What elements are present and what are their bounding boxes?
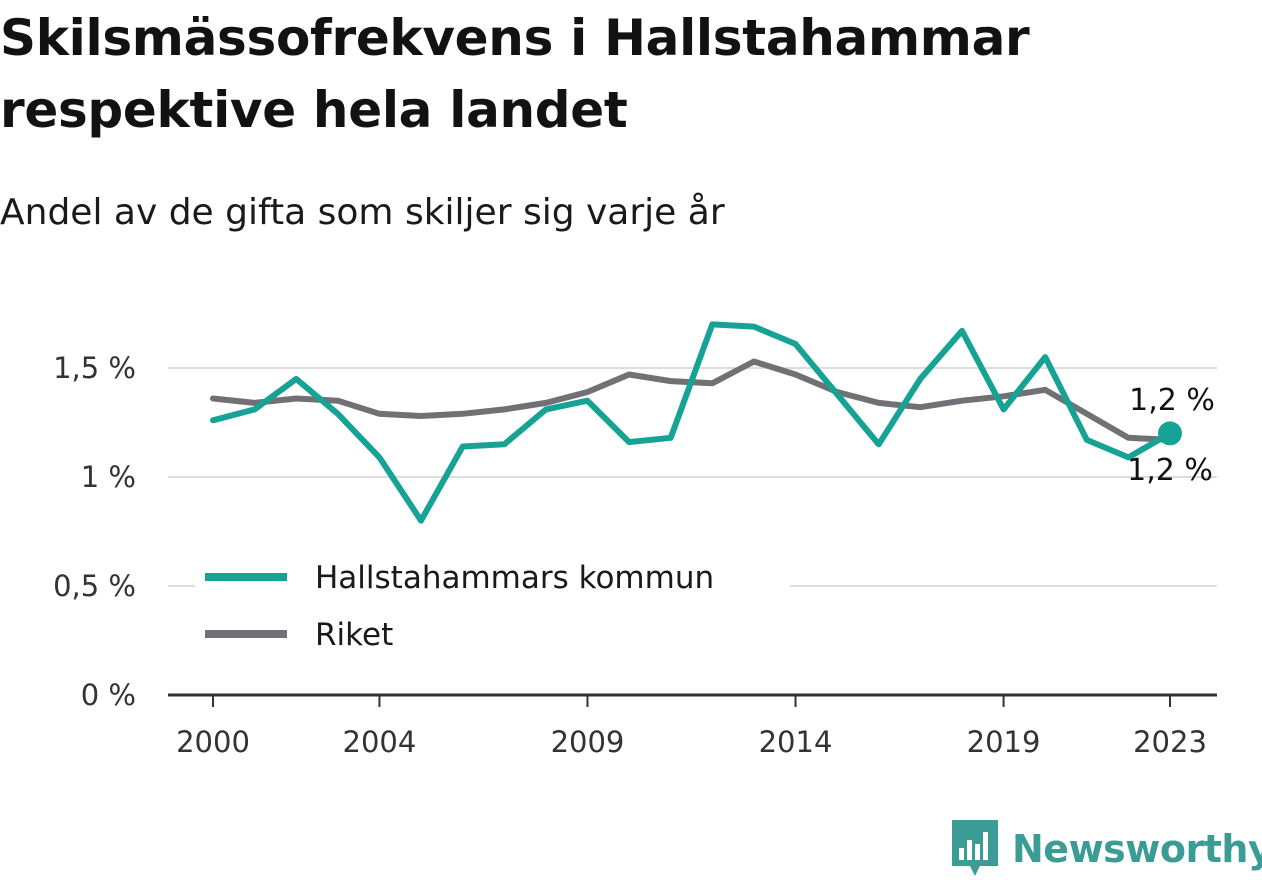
x-axis: 2000 2004 2009 2014 2019 2023 [168,693,1217,759]
y-tick-label: 0 % [81,678,136,712]
x-tick-label: 2019 [967,725,1041,759]
brand-logo: Newsworthy [950,818,1262,880]
legend-background [195,548,790,668]
newsworthy-logo-icon [952,820,998,876]
x-tick-label: 2023 [1133,725,1207,759]
end-labels: 1,2 % 1,2 % [1127,383,1215,488]
y-axis: 0 % 0,5 % 1 % 1,5 % [53,351,136,712]
end-label-riket: 1,2 % [1127,453,1213,488]
legend-label: Hallstahammars kommun [315,560,714,596]
x-tick-label: 2000 [176,725,250,759]
y-tick-label: 1,5 % [53,351,136,385]
chart-title: Skilsmässofrekvens i Hallstahammar respe… [0,9,1030,139]
series-line-hallstahammar [210,321,1173,524]
x-tick-label: 2004 [343,725,417,759]
y-tick-label: 1 % [81,460,136,494]
x-tick-label: 2009 [551,725,625,759]
end-marker-hallstahammar [1158,421,1182,446]
brand-name: Newsworthy [1012,827,1262,871]
end-label-hallstahammar: 1,2 % [1129,383,1215,418]
legend: Hallstahammars kommun Riket [195,548,790,668]
x-tick-label: 2014 [759,725,833,759]
legend-label: Riket [315,617,393,653]
series-lines [210,321,1182,524]
y-tick-label: 0,5 % [53,569,136,603]
chart-subtitle: Andel av de gifta som skiljer sig varje … [0,192,725,233]
